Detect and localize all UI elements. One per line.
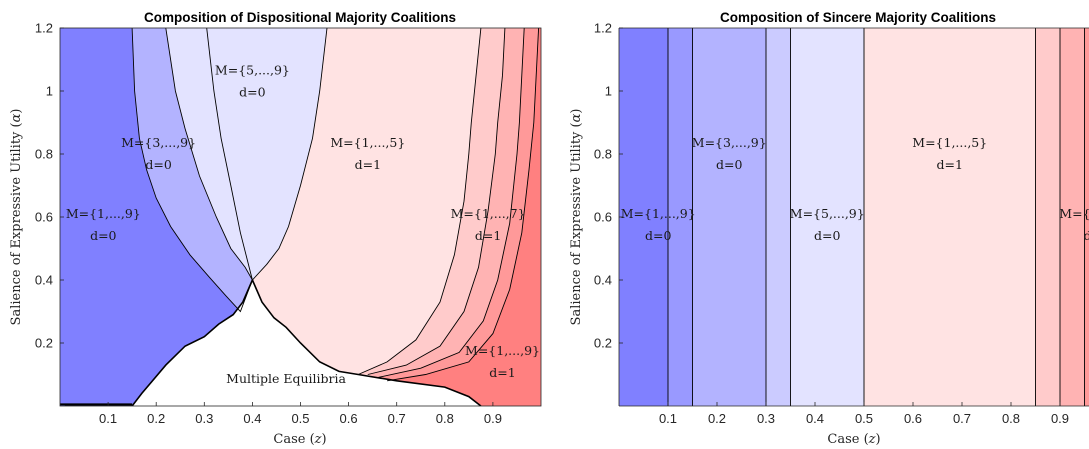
sincere-xtick-label: 0.8 bbox=[1002, 411, 1020, 426]
sincere-ytick-label: 1 bbox=[605, 84, 612, 99]
sincere-region-label: M={1,...,7} bbox=[1059, 206, 1089, 221]
sincere-band bbox=[668, 28, 693, 406]
sincere-ytick-label: 0.8 bbox=[594, 147, 612, 162]
sincere-xtick-label: 0.6 bbox=[904, 411, 922, 426]
sincere-plot-area bbox=[619, 28, 1089, 406]
dispositional-ylabel: Salience of Expressive Utility (α) bbox=[9, 109, 24, 326]
sincere-band bbox=[864, 28, 1036, 406]
sincere-region-label: d=0 bbox=[645, 228, 671, 243]
dispositional-ytick-label: 0.8 bbox=[35, 147, 53, 162]
dispositional-xtick-label: 0.6 bbox=[340, 411, 358, 426]
sincere-region-label: d=0 bbox=[716, 157, 742, 172]
dispositional-region-label: M={1,...,9} bbox=[465, 343, 540, 358]
sincere-band bbox=[1084, 28, 1089, 406]
sincere-region-label: d=1 bbox=[937, 157, 963, 172]
sincere-band bbox=[692, 28, 766, 406]
boundary-c1 bbox=[131, 28, 253, 313]
boundary-c5 bbox=[358, 28, 482, 375]
dispositional-xlabel: Case (z) bbox=[273, 432, 326, 447]
dispositional-panel: 0.1 0.2 0.3 0.4 0.5 0.6 0.7 0.8 0.9 0.2 0.4 0.6 0.8 1… bbox=[9, 10, 542, 447]
sincere-xtick-label: 0.7 bbox=[953, 411, 971, 426]
dispositional-region-label: M={1,...,9} bbox=[66, 206, 141, 221]
dispositional-region-label: d=1 bbox=[489, 365, 515, 380]
boundary-c7 bbox=[377, 28, 525, 379]
dispositional-xtick-label: 0.5 bbox=[291, 411, 309, 426]
dispositional-title: Composition of Dispositional Majority Co… bbox=[144, 10, 456, 25]
dispositional-region-label: M={1,...,7} bbox=[451, 206, 526, 221]
dispositional-xtick-label: 0.9 bbox=[484, 411, 502, 426]
dispositional-xtick-label: 0.8 bbox=[436, 411, 454, 426]
dispositional-xtick-label: 0.1 bbox=[99, 411, 117, 426]
boundary-c6 bbox=[367, 28, 506, 375]
sincere-band bbox=[1035, 28, 1060, 406]
sincere-title: Composition of Sincere Majority Coalitio… bbox=[720, 10, 996, 25]
sincere-band bbox=[1060, 28, 1085, 406]
sincere-ytick-label: 1.2 bbox=[594, 21, 612, 36]
dispositional-region-label: Multiple Equilibria bbox=[226, 371, 346, 386]
sincere-xtick-label: 0.2 bbox=[708, 411, 726, 426]
sincere-xtick-label: 0.1 bbox=[659, 411, 677, 426]
sincere-ticks: 0.1 0.2 0.3 0.4 0.5 0.6 0.7 0.8 0.9 0.2 0.4 0.6 0.8 1… bbox=[594, 21, 1069, 427]
sincere-xtick-label: 0.3 bbox=[757, 411, 775, 426]
dispositional-ytick-label: 0.4 bbox=[35, 273, 53, 288]
sincere-ylabel: Salience of Expressive Utility (α) bbox=[569, 109, 584, 326]
dispositional-xtick-label: 0.7 bbox=[388, 411, 406, 426]
dispositional-region-label: M={3,...,9} bbox=[121, 135, 196, 150]
boundary-c2 bbox=[165, 28, 253, 281]
sincere-region-label: M={3,...,9} bbox=[692, 135, 767, 150]
dispositional-region-label: d=0 bbox=[239, 85, 265, 100]
dispositional-region-label: d=1 bbox=[355, 157, 381, 172]
sincere-xtick-label: 0.5 bbox=[855, 411, 873, 426]
dispositional-ytick-label: 0.2 bbox=[35, 336, 53, 351]
boundary-c3 bbox=[206, 28, 253, 281]
sincere-region-label: d=1 bbox=[1084, 228, 1089, 243]
sincere-xtick-label: 0.9 bbox=[1051, 411, 1069, 426]
dispositional-annotations: M={1,...,9} d=0 M={3,...,9} d=0 M={5,...,9} d… bbox=[66, 63, 540, 387]
boundary-b-right bbox=[251, 279, 482, 406]
sincere-ytick-label: 0.2 bbox=[594, 336, 612, 351]
sincere-band bbox=[619, 28, 668, 406]
dispositional-plot-area bbox=[60, 28, 541, 406]
sincere-ytick-label: 0.4 bbox=[594, 273, 612, 288]
dispositional-xtick-label: 0.3 bbox=[195, 411, 213, 426]
dispositional-ticks: 0.1 0.2 0.3 0.4 0.5 0.6 0.7 0.8 0.9 0.2 0.4 0.6 0.8 1… bbox=[35, 21, 502, 427]
dispositional-xtick-label: 0.4 bbox=[243, 411, 261, 426]
sincere-region-label: M={1,...,5} bbox=[912, 135, 987, 150]
dispositional-region-label: d=0 bbox=[145, 157, 171, 172]
sincere-ytick-label: 0.6 bbox=[594, 210, 612, 225]
boundary-c4 bbox=[252, 28, 328, 281]
dispositional-ytick-label: 1.2 bbox=[35, 21, 53, 36]
sincere-band bbox=[790, 28, 864, 406]
sincere-xtick-label: 0.4 bbox=[806, 411, 824, 426]
sincere-region-label: M={5,...,9} bbox=[790, 206, 865, 221]
dispositional-xtick-label: 0.2 bbox=[147, 411, 165, 426]
dispositional-region-label: M={1,...,5} bbox=[330, 135, 405, 150]
sincere-annotations: M={1,...,9} d=0 M={3,...,9} d=0 M={5,...,9} d… bbox=[621, 135, 1089, 243]
dispositional-region-label: d=0 bbox=[90, 228, 116, 243]
sincere-region-label: M={1,...,9} bbox=[621, 206, 696, 221]
sincere-band bbox=[766, 28, 791, 406]
sincere-region-label: d=0 bbox=[814, 228, 840, 243]
dispositional-region-label: d=1 bbox=[475, 228, 501, 243]
dispositional-region-label: M={5,...,9} bbox=[215, 63, 290, 78]
dispositional-ytick-label: 0.6 bbox=[35, 210, 53, 225]
dispositional-ytick-label: 1 bbox=[46, 84, 53, 99]
sincere-panel: 0.1 0.2 0.3 0.4 0.5 0.6 0.7 0.8 0.9 0.2 0.4 0.6 0.8 1… bbox=[569, 10, 1089, 447]
boundary-c8 bbox=[387, 28, 540, 382]
sincere-xlabel: Case (z) bbox=[827, 432, 880, 447]
